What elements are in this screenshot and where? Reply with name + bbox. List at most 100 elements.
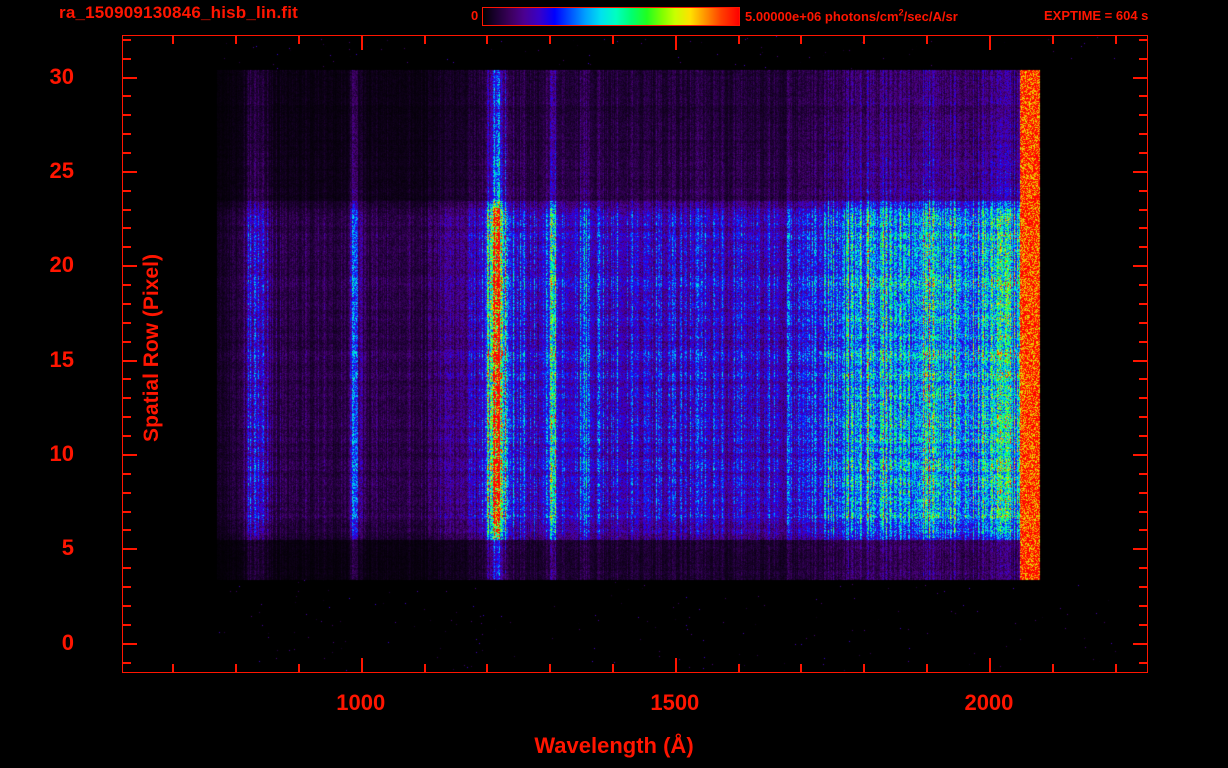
x-tick-minor xyxy=(1051,664,1054,672)
colorbar-max-label: 5.00000e+06 photons/cm2/sec/A/sr xyxy=(745,7,958,24)
y-tick-label: 15 xyxy=(49,346,74,372)
x-tick-minor xyxy=(800,664,803,672)
x-tick-minor-top xyxy=(297,36,300,44)
y-tick-label: 10 xyxy=(49,440,74,466)
x-tick-minor-top xyxy=(926,36,929,44)
y-tick-minor xyxy=(123,378,131,381)
y-tick-minor xyxy=(123,567,131,570)
y-tick-label: 20 xyxy=(49,252,74,278)
x-tick-minor xyxy=(926,664,929,672)
x-tick-minor-top xyxy=(800,36,803,44)
y-tick-minor-right xyxy=(1139,246,1147,249)
y-tick-minor-right xyxy=(1139,435,1147,438)
y-axis-title: Spatial Row (Pixel) xyxy=(140,254,163,442)
y-tick-major-right xyxy=(1133,453,1147,456)
x-tick-label: 1000 xyxy=(336,690,386,715)
y-tick-minor-right xyxy=(1139,284,1147,287)
y-tick-minor-right xyxy=(1139,152,1147,154)
y-tick-minor-right xyxy=(1139,623,1147,626)
x-tick-minor-top xyxy=(486,36,489,44)
page-title: ra_150909130846_hisb_lin.fit xyxy=(59,3,299,22)
y-tick-major-right xyxy=(1133,265,1147,268)
y-tick-minor-right xyxy=(1139,510,1147,513)
y-tick-minor xyxy=(123,623,131,626)
x-tick-minor-top xyxy=(1051,36,1054,44)
y-tick-minor-right xyxy=(1139,661,1147,664)
x-tick-minor xyxy=(863,664,866,672)
y-tick-minor-right xyxy=(1139,416,1147,419)
x-tick-minor xyxy=(549,664,552,672)
x-tick-minor xyxy=(612,664,614,672)
x-tick-major-top xyxy=(360,36,363,50)
colorbar-max-value: 5.00000e+06 xyxy=(745,9,822,24)
y-tick-minor-right xyxy=(1139,340,1147,343)
x-tick-minor xyxy=(737,664,740,672)
y-tick-minor-right xyxy=(1139,529,1147,532)
y-tick-minor xyxy=(123,95,131,98)
exposure-time-label: EXPTIME = 604 s xyxy=(1044,8,1149,23)
y-tick-minor-right xyxy=(1139,38,1147,41)
y-tick-minor xyxy=(123,321,131,324)
colorbar-min-label: 0 xyxy=(471,8,479,23)
y-tick-minor xyxy=(123,472,131,475)
x-tick-minor-top xyxy=(549,36,552,44)
y-tick-label: 0 xyxy=(61,629,74,655)
y-tick-minor xyxy=(123,416,131,419)
y-tick-major-right xyxy=(1133,642,1147,645)
y-tick-major-right xyxy=(1133,76,1147,79)
y-tick-major xyxy=(123,170,137,173)
x-tick-label: 2000 xyxy=(964,690,1014,715)
y-tick-minor-right xyxy=(1139,189,1147,192)
colorbar-units-exponent: 2 xyxy=(898,7,904,18)
y-tick-minor xyxy=(123,510,131,513)
y-tick-label: 25 xyxy=(49,157,74,183)
y-tick-label: 30 xyxy=(49,63,74,89)
y-tick-minor xyxy=(123,435,131,438)
x-tick-major xyxy=(360,658,363,672)
y-tick-minor xyxy=(123,189,131,192)
y-tick-minor-right xyxy=(1139,321,1147,324)
y-tick-major xyxy=(123,76,137,79)
y-tick-major-right xyxy=(1133,359,1147,362)
y-tick-minor xyxy=(123,38,131,41)
x-tick-label: 1500 xyxy=(650,690,700,715)
y-tick-minor xyxy=(123,586,131,589)
y-tick-minor xyxy=(123,208,131,211)
x-tick-minor-top xyxy=(737,36,740,44)
x-tick-minor-top xyxy=(612,36,614,44)
x-tick-minor-top xyxy=(1114,36,1117,44)
y-tick-major xyxy=(123,359,137,362)
y-tick-minor-right xyxy=(1139,227,1147,230)
x-tick-minor xyxy=(297,664,300,672)
y-tick-minor-right xyxy=(1139,604,1147,607)
y-tick-minor xyxy=(123,661,131,664)
x-tick-major xyxy=(674,658,677,672)
y-tick-minor xyxy=(123,604,131,607)
y-tick-minor xyxy=(123,227,131,230)
x-tick-major-top xyxy=(674,36,677,50)
y-tick-minor-right xyxy=(1139,397,1147,400)
y-tick-minor xyxy=(123,529,131,532)
y-tick-minor-right xyxy=(1139,133,1147,136)
y-tick-minor-right xyxy=(1139,208,1147,211)
spectrogram-image xyxy=(123,36,1147,672)
x-tick-minor xyxy=(172,664,175,672)
y-tick-minor xyxy=(123,302,131,305)
x-tick-minor xyxy=(423,664,426,672)
y-tick-major xyxy=(123,453,137,456)
y-tick-minor-right xyxy=(1139,95,1147,98)
y-tick-minor-right xyxy=(1139,491,1147,494)
y-tick-minor xyxy=(123,397,131,400)
y-tick-major xyxy=(123,265,137,268)
y-tick-minor xyxy=(123,133,131,136)
y-tick-minor-right xyxy=(1139,302,1147,305)
y-tick-minor xyxy=(123,340,131,343)
y-tick-major xyxy=(123,548,137,551)
plot-frame: Spatial Row (Pixel) xyxy=(122,35,1148,673)
y-tick-minor xyxy=(123,491,131,494)
x-tick-major-top xyxy=(988,36,991,50)
x-tick-minor xyxy=(486,664,489,672)
y-tick-minor-right xyxy=(1139,567,1147,570)
y-tick-major-right xyxy=(1133,548,1147,551)
